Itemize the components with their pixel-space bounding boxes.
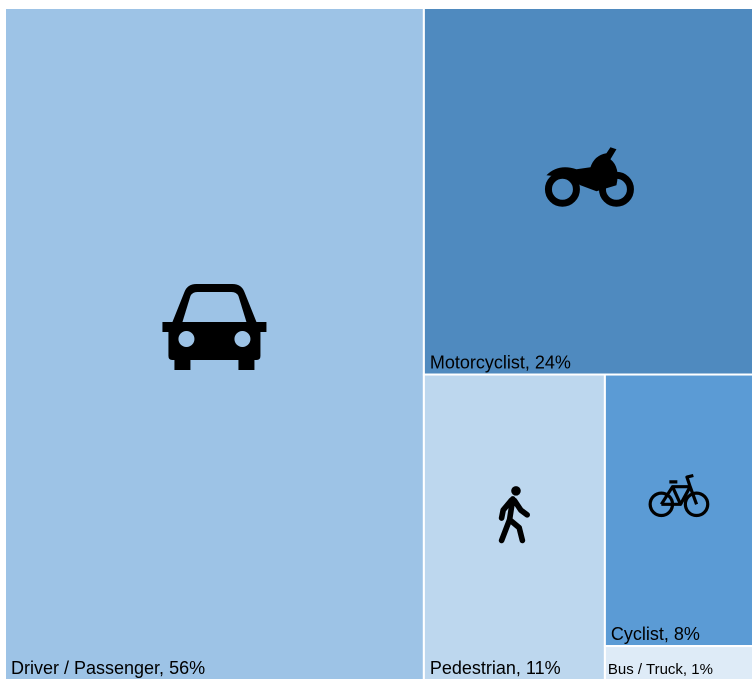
tile-label: Bus / Truck, 1%: [608, 661, 713, 678]
icon: [162, 284, 267, 370]
icon-shape: [498, 496, 530, 544]
icon-shape: [511, 486, 521, 496]
icon-shape: [546, 147, 618, 192]
icon-shape: [234, 331, 251, 347]
icon: [648, 473, 710, 518]
icon: [544, 147, 634, 207]
tile: [603, 373, 753, 648]
tile-label: Pedestrian, 11%: [430, 658, 561, 678]
icon-shape: [659, 473, 699, 506]
icon-shape: [683, 491, 710, 518]
icon-shape: [182, 292, 247, 322]
tile-label: Motorcyclist, 24%: [430, 353, 571, 373]
tile-label: Driver / Passenger, 56%: [11, 658, 205, 678]
icon-shape: [178, 331, 195, 347]
tile: [603, 645, 753, 680]
tile: [422, 7, 753, 376]
tile-label: Cyclist, 8%: [611, 624, 700, 644]
icon: [498, 486, 530, 544]
